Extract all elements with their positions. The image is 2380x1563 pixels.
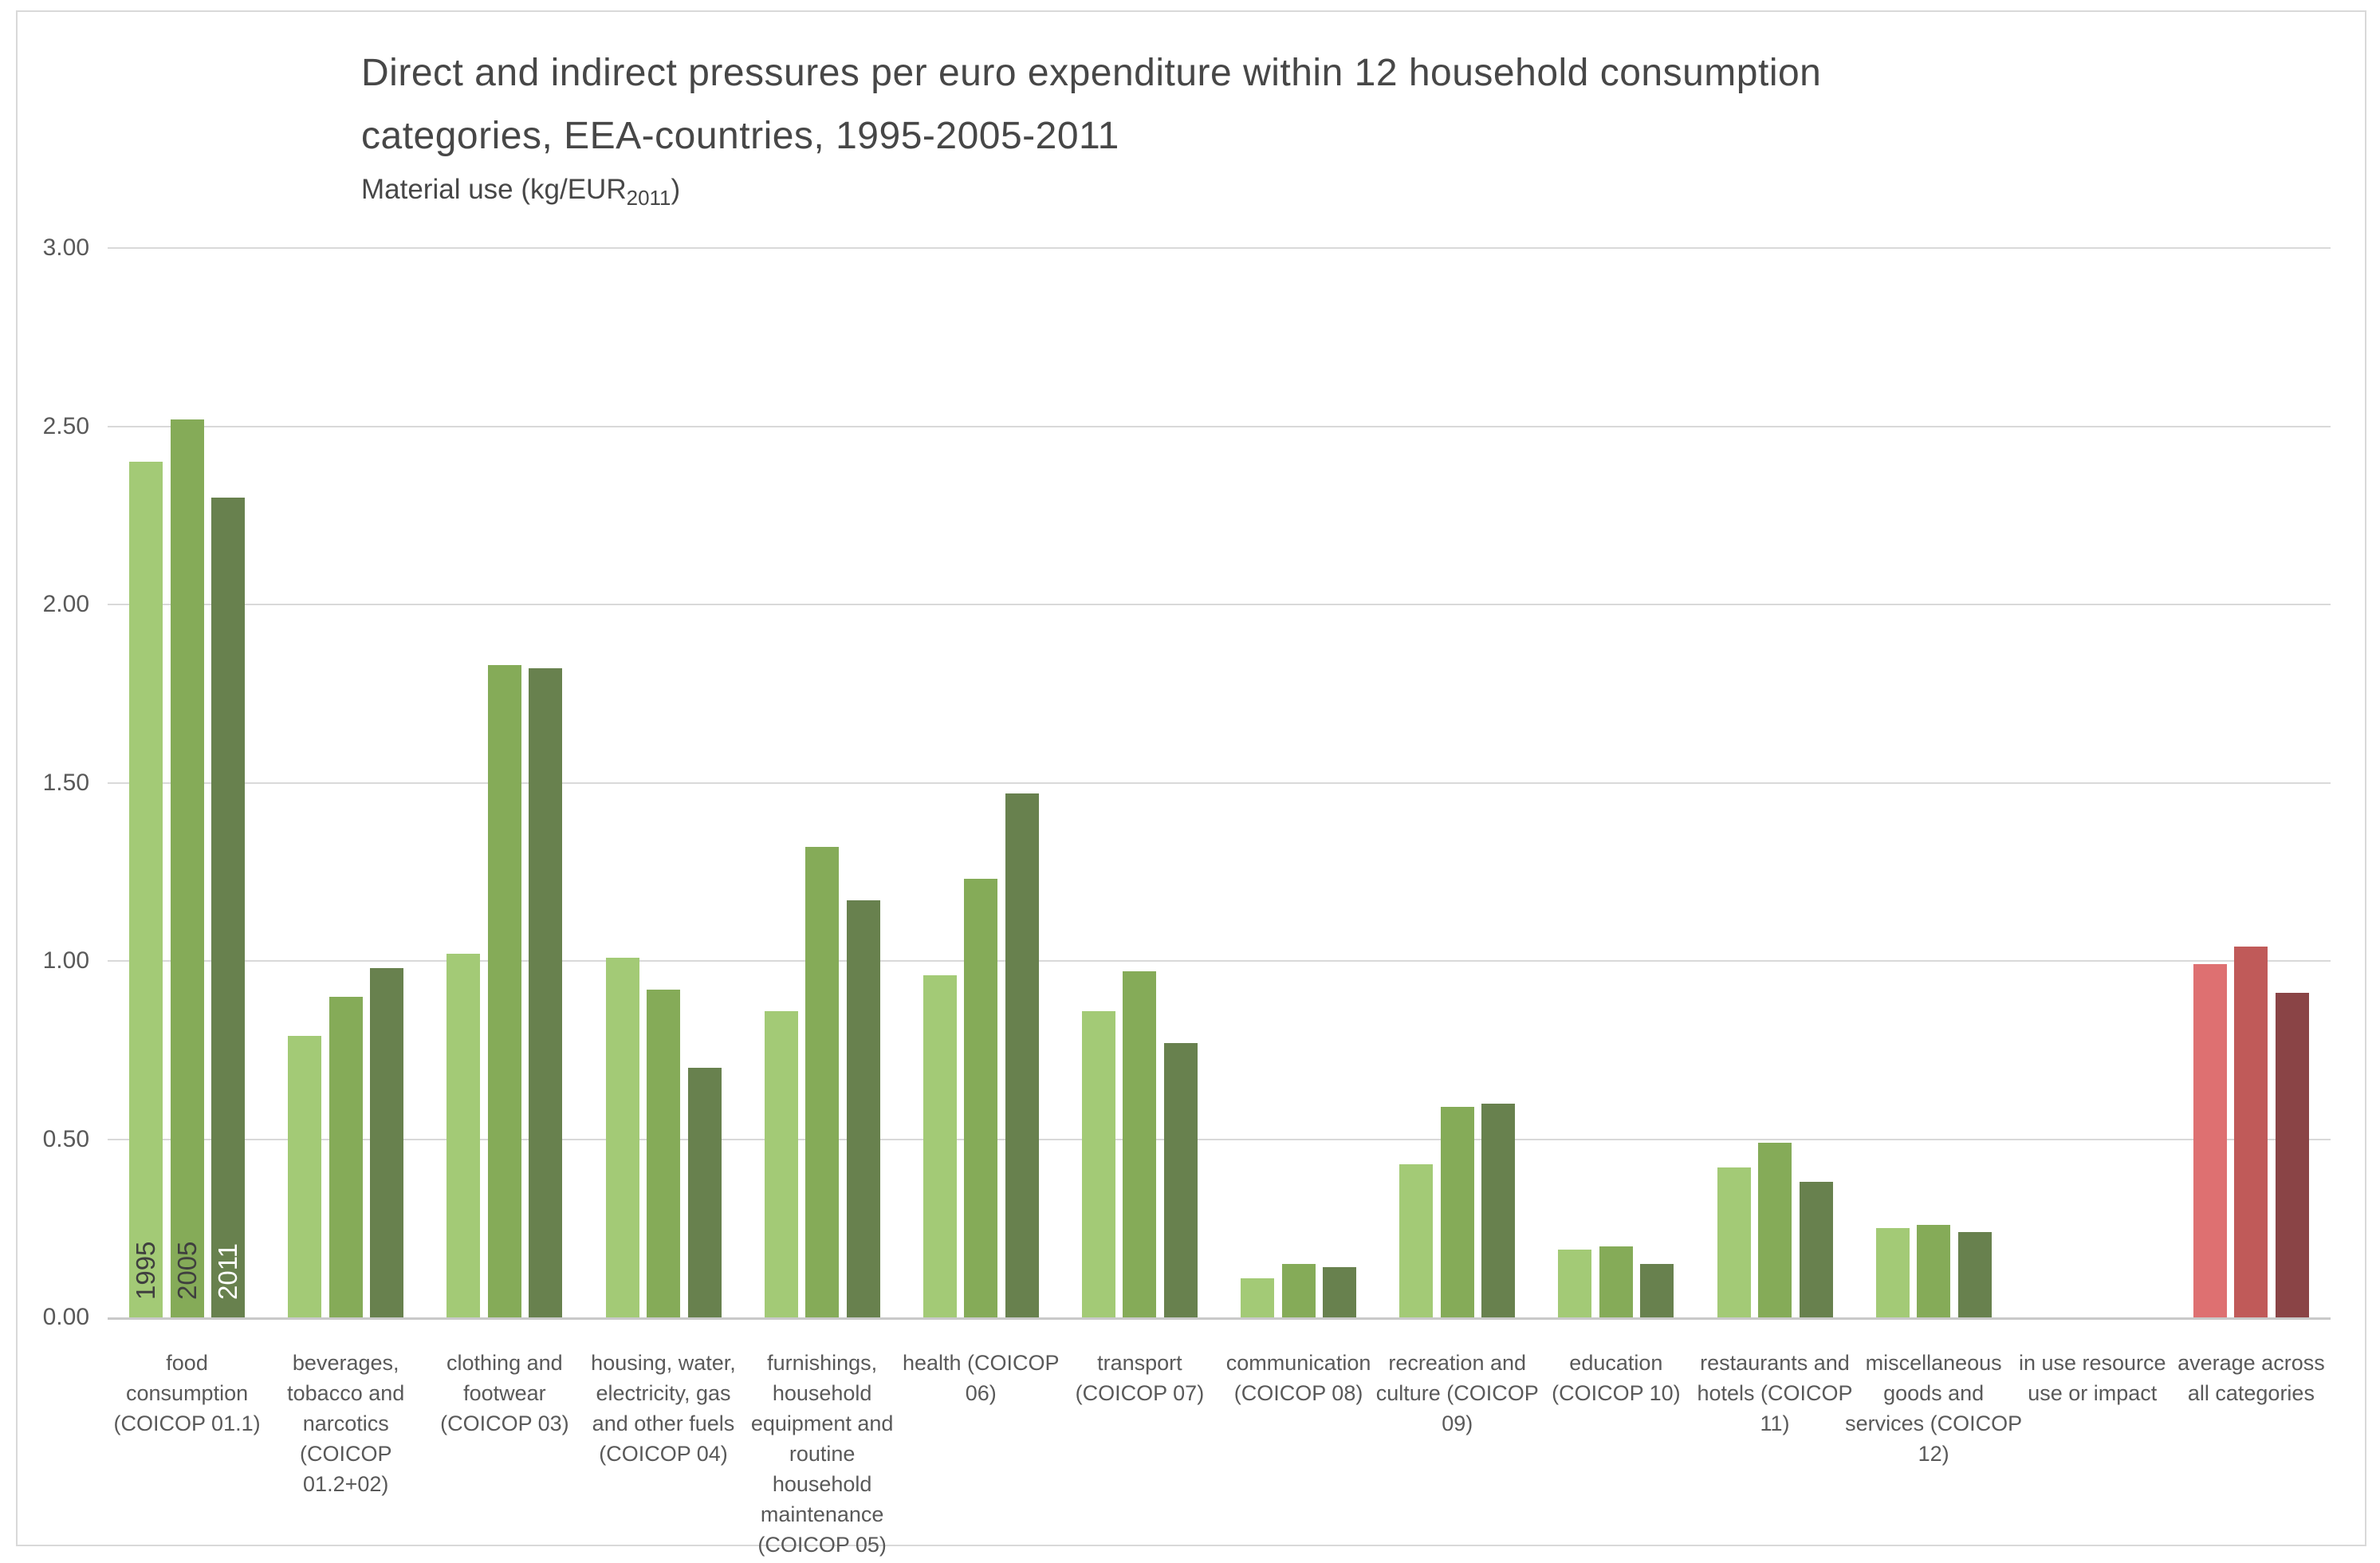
x-axis-category-label: food consumption (COICOP 01.1) <box>113 1351 261 1435</box>
bar-1995-category-5 <box>764 1010 798 1317</box>
bar-1995-category-1 <box>129 462 163 1317</box>
x-axis-category-label: transport (COICOP 07) <box>1075 1351 1205 1405</box>
x-axis-category-label: in use resource use or impact <box>2018 1351 2166 1405</box>
gridline <box>108 782 2331 784</box>
bar-2011-category-5 <box>846 900 880 1317</box>
gridline <box>108 1138 2331 1140</box>
chart-subtitle: Material use (kg/EUR2011) <box>361 174 681 208</box>
bar-2011-category-12 <box>1957 1231 1992 1317</box>
subtitle-unit-suffix: ) <box>671 174 681 205</box>
gridline <box>108 425 2331 427</box>
bar-1995-category-9 <box>1399 1163 1434 1317</box>
x-axis-category-label: clothing and footwear (COICOP 03) <box>440 1351 569 1435</box>
bar-2005-category-7 <box>1123 971 1157 1317</box>
series-year-label: 2011 <box>213 1243 243 1300</box>
gridline <box>108 960 2331 962</box>
x-axis-category-label: beverages, tobacco and narcotics (COICOP… <box>287 1351 405 1496</box>
bar-2005-category-6 <box>964 879 998 1317</box>
chart-title-line1: Direct and indirect pressures per euro e… <box>361 52 1822 94</box>
chart-title-line2: categories, EEA-countries, 1995-2005-201… <box>361 115 1119 157</box>
bar-2005-category-9 <box>1440 1107 1474 1317</box>
bar-2005-category-4 <box>647 989 680 1317</box>
bar-2011-category-9 <box>1481 1103 1516 1317</box>
bar-1995-category-7 <box>1081 1010 1115 1317</box>
series-year-label: 1995 <box>131 1241 161 1300</box>
bar-2011-category-1 <box>211 497 246 1317</box>
bar-2005-category-2 <box>328 996 363 1317</box>
bar-2005-category-11 <box>1758 1142 1792 1317</box>
bar-1995-category-8 <box>1241 1278 1275 1317</box>
bar-1995-category-10 <box>1558 1250 1592 1317</box>
subtitle-unit-text: Material use (kg/EUR <box>361 174 627 205</box>
bar-2011-category-6 <box>1005 793 1039 1317</box>
y-tick-label: 1.50 <box>42 769 89 796</box>
bar-2005-category-1 <box>170 419 204 1317</box>
series-year-label: 2005 <box>171 1241 202 1300</box>
bar-2011-category-8 <box>1323 1267 1357 1317</box>
bar-2011-category-7 <box>1163 1042 1198 1317</box>
bar-1995-category-11 <box>1717 1167 1751 1317</box>
bar-2005-category-14 <box>2234 947 2268 1317</box>
bar-1995-category-12 <box>1875 1228 1910 1317</box>
x-axis-category-label: education (COICOP 10) <box>1552 1351 1681 1405</box>
y-tick-label: 1.00 <box>42 947 89 974</box>
x-axis-category-label: communication (COICOP 08) <box>1225 1351 1371 1405</box>
bar-1995-category-2 <box>288 1035 322 1317</box>
bar-1995-category-6 <box>922 974 957 1317</box>
bar-2011-category-11 <box>1799 1182 1833 1317</box>
y-tick-label: 3.00 <box>42 234 89 261</box>
bar-2011-category-2 <box>370 967 404 1317</box>
x-axis-category-label: health (COICOP 06) <box>902 1351 1060 1405</box>
gridline <box>108 247 2331 249</box>
bar-2011-category-4 <box>687 1068 722 1317</box>
bar-1995-category-3 <box>446 954 481 1317</box>
x-axis-category-label: housing, water, electricity, gas and oth… <box>591 1351 736 1466</box>
bar-2005-category-5 <box>805 846 840 1317</box>
bar-1995-category-4 <box>605 957 639 1317</box>
x-axis-category-label: average across all categories <box>2177 1351 2325 1405</box>
bar-2011-category-3 <box>529 668 563 1317</box>
bar-2005-category-12 <box>1917 1224 1951 1317</box>
bar-2005-category-3 <box>487 664 521 1317</box>
y-tick-label: 2.00 <box>42 591 89 617</box>
x-axis-line <box>108 1317 2331 1320</box>
y-tick-label: 0.50 <box>42 1125 89 1152</box>
x-axis-category-label: recreation and culture (COICOP 09) <box>1375 1351 1539 1435</box>
gridline <box>108 604 2331 605</box>
subtitle-unit-subscript: 2011 <box>626 186 671 210</box>
bar-2005-category-10 <box>1599 1246 1633 1317</box>
bar-2005-category-8 <box>1281 1263 1316 1317</box>
y-tick-label: 2.50 <box>42 412 89 439</box>
chart-title: Direct and indirect pressures per euro e… <box>361 41 2139 167</box>
x-axis-category-label: restaurants and hotels (COICOP 11) <box>1697 1351 1853 1435</box>
x-axis-category-label: miscellaneous goods and services (COICOP… <box>1845 1351 2023 1466</box>
y-tick-label: 0.00 <box>42 1304 89 1330</box>
x-axis-category-label: furnishings, household equipment and rou… <box>750 1351 894 1557</box>
bar-2011-category-14 <box>2275 993 2309 1317</box>
bar-2011-category-10 <box>1640 1263 1674 1317</box>
bar-1995-category-14 <box>2193 964 2227 1317</box>
